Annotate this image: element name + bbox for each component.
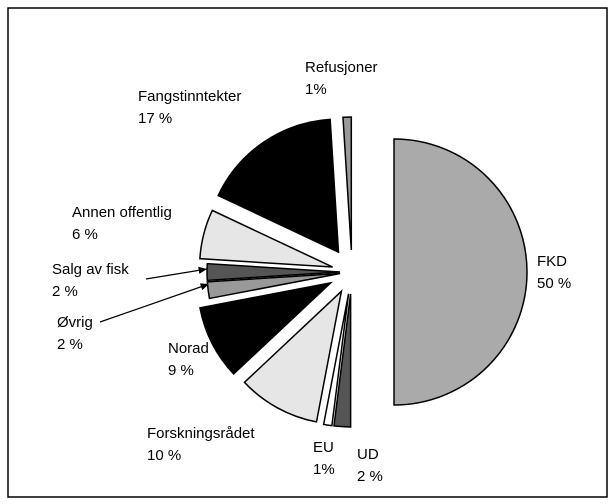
pointer-arrow xyxy=(145,266,208,280)
slice-value-label: 1% xyxy=(305,81,327,98)
pointer-arrow xyxy=(99,283,210,323)
slice-value-label: 6 % xyxy=(72,226,98,243)
slice-name: Salg av fisk xyxy=(52,261,129,278)
pie-slice xyxy=(199,281,334,376)
pie-slice xyxy=(206,262,341,282)
slice-name: Øvrig xyxy=(57,314,93,331)
slice-value-label: 10 % xyxy=(147,447,181,464)
slice-name: Refusjoner xyxy=(305,59,378,76)
pie-slice xyxy=(393,138,528,406)
slice-value-label: 1% xyxy=(313,461,335,478)
pie-slice xyxy=(243,289,343,423)
pie-slice xyxy=(217,118,340,254)
pie-slice xyxy=(322,293,350,427)
slice-value-label: 50 % xyxy=(537,275,571,292)
slice-name: Fangstinntekter xyxy=(138,88,241,105)
slice-name: Forskningsrådet xyxy=(147,425,255,442)
slice-name: Norad xyxy=(168,340,209,357)
slice-value-label: 9 % xyxy=(168,362,194,379)
pie-slice xyxy=(206,272,341,300)
slice-value-label: 2 % xyxy=(357,468,383,485)
pie-slice xyxy=(199,209,333,268)
slice-name: EU xyxy=(313,439,334,456)
slice-name: FKD xyxy=(537,253,567,270)
slice-value-label: 17 % xyxy=(138,110,172,127)
slice-name: Annen offentlig xyxy=(72,204,172,221)
slice-name: UD xyxy=(357,446,379,463)
slice-value-label: 2 % xyxy=(57,336,83,353)
pie-slice xyxy=(333,293,352,428)
pie-slice xyxy=(342,116,353,251)
slice-value-label: 2 % xyxy=(52,283,78,300)
